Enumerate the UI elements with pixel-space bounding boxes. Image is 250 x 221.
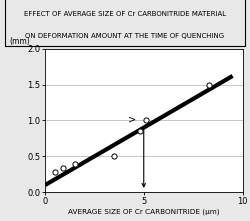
Text: >: > <box>128 115 136 125</box>
Point <box>53 170 57 174</box>
Point <box>112 155 116 158</box>
Text: EFFECT OF AVERAGE SIZE OF Cr CARBONITRIDE MATERIAL: EFFECT OF AVERAGE SIZE OF Cr CARBONITRID… <box>24 11 226 17</box>
Point <box>138 130 142 133</box>
FancyBboxPatch shape <box>5 0 245 46</box>
X-axis label: AVERAGE SIZE OF Cr CARBONITRIDE (μm): AVERAGE SIZE OF Cr CARBONITRIDE (μm) <box>68 209 220 215</box>
Text: (mm): (mm) <box>10 37 30 46</box>
Point <box>207 83 211 86</box>
Point <box>144 118 148 122</box>
Text: ON DEFORMATION AMOUNT AT THE TIME OF QUENCHING: ON DEFORMATION AMOUNT AT THE TIME OF QUE… <box>26 33 224 39</box>
Point <box>72 162 76 166</box>
Point <box>61 166 65 170</box>
